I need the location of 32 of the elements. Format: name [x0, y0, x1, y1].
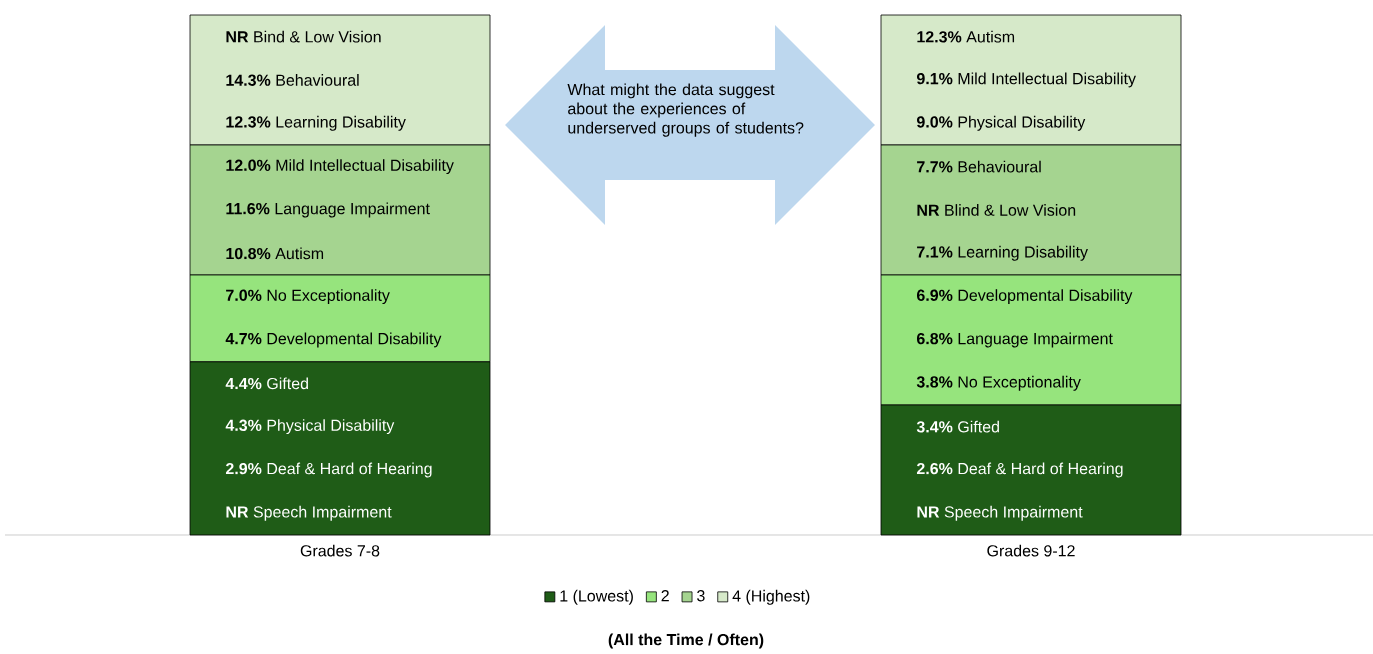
annotation: NR Speech Impairment — [917, 505, 1083, 521]
annotation: 3.8% No Exceptionality — [916, 375, 1081, 391]
annotation: 6.9% Developmental Disability — [917, 289, 1133, 305]
legend-label: 1 (Lowest) — [560, 589, 633, 605]
legend-label: 4 (Highest) — [732, 589, 810, 605]
annotation: What might the data suggest about the experiences of underserved groups of students? — [567, 83, 804, 137]
annotation: 9.0% Physical Disability — [916, 115, 1086, 131]
annotation: 14.3% Behavioural — [226, 74, 359, 86]
annotation: NR Speech Impairment — [226, 505, 392, 521]
annotation: 4.7% Developmental Disability — [225, 332, 442, 348]
annotation: 7.7% Behavioural — [917, 160, 1041, 173]
text: (All the Time / Often) — [608, 633, 764, 649]
annotation: 12.0% Mild Intellectual Disability — [226, 159, 454, 175]
annotation: 12.3% Autism — [917, 30, 1015, 43]
annotation: NR Bind & Low Vision — [226, 30, 381, 43]
x-tick-label: Grades 7-8 — [300, 544, 380, 557]
annotation: 2.6% Deaf & Hard of Hearing — [916, 462, 1123, 478]
annotation: NR Blind & Low Vision — [917, 204, 1076, 216]
annotation: 9.1% Mild Intellectual Disability — [916, 72, 1136, 88]
legend-label: 2 — [661, 590, 669, 602]
annotation: 7.1% Learning Disability — [917, 245, 1088, 261]
annotation: 6.8% Language Impairment — [917, 332, 1113, 348]
annotation: 11.6% Language Impairment — [226, 202, 430, 218]
annotation: 2.9% Deaf & Hard of Hearing — [225, 462, 432, 478]
legend-label: 3 — [697, 590, 705, 602]
annotation: 4.4% Gifted — [225, 377, 308, 390]
annotation: 12.3% Learning Disability — [226, 115, 406, 131]
annotation: 4.3% Physical Disability — [225, 419, 395, 435]
annotation: 3.4% Gifted — [916, 420, 999, 433]
annotation: 10.8% Autism — [226, 247, 324, 260]
x-tick-label: Grades 9-12 — [987, 544, 1075, 557]
annotation: 7.0% No Exceptionality — [226, 289, 390, 305]
